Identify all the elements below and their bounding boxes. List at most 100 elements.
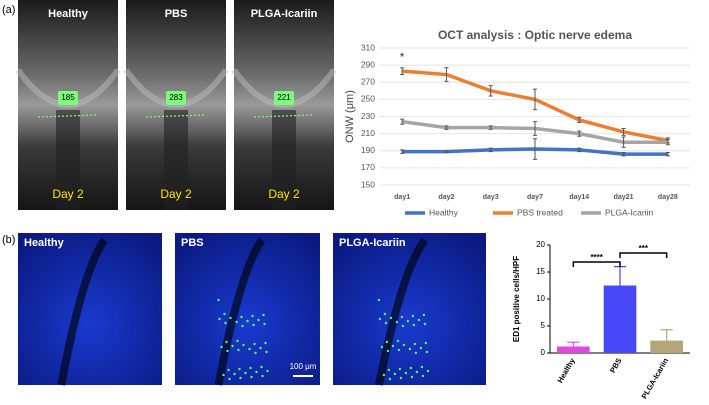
error-bar <box>665 139 670 146</box>
x-tick-label: Healthy <box>555 356 577 385</box>
fluorescence-image <box>175 233 320 385</box>
stain-dot <box>420 365 424 369</box>
stain-dot <box>259 346 262 350</box>
significance-bracket <box>619 252 668 258</box>
x-tick-label: day21 <box>614 194 634 201</box>
error-bar <box>577 130 582 137</box>
stain-dot <box>224 321 227 325</box>
stain-dot <box>399 376 403 380</box>
image-label: PLGA-Icariin <box>339 237 406 249</box>
y-tick-label: 270 <box>361 77 375 87</box>
y-tick-label: 15 <box>536 267 545 276</box>
stain-dot <box>266 369 269 373</box>
image-label: Healthy <box>24 237 65 249</box>
stain-dot <box>423 322 427 326</box>
day-label: Day 2 <box>268 187 300 201</box>
measure-badge <box>166 91 186 105</box>
nerve-head <box>56 110 80 210</box>
error-bar <box>533 121 537 136</box>
annotation: * <box>400 50 405 64</box>
significance-bracket <box>572 261 621 267</box>
y-axis-label: ED1 positive cells/HPF <box>512 256 521 342</box>
stain-dot <box>265 350 268 354</box>
fluorescence-image <box>333 233 486 385</box>
error-bar <box>621 136 626 148</box>
bar <box>603 285 637 353</box>
error-bar <box>400 118 405 125</box>
stain-dot <box>411 314 415 318</box>
panel-label: (a) <box>2 4 15 16</box>
stain-dot <box>250 375 253 379</box>
image-label: PLGA-Icariin <box>251 8 318 20</box>
error-bar <box>444 67 449 82</box>
chart-title: OCT analysis : Optic nerve edema <box>438 28 632 42</box>
stain-dot <box>236 339 239 343</box>
bar <box>557 346 590 353</box>
x-tick-label: PLGA-Icariin <box>640 356 671 400</box>
stain-dot <box>384 321 388 325</box>
stain-dot <box>239 376 242 380</box>
error-bar <box>577 147 582 153</box>
nerve-head <box>272 110 296 210</box>
x-tick-label: day28 <box>658 194 678 201</box>
y-tick-label: 250 <box>361 94 375 104</box>
measure-badge <box>274 91 294 105</box>
stain-dot <box>223 312 226 316</box>
stain-dot <box>226 349 229 353</box>
stain-dot <box>228 377 231 381</box>
legend-label: PLGA-Icariin <box>605 207 653 217</box>
stain-dot <box>238 367 241 371</box>
stain-dot <box>426 369 430 373</box>
stain-dot <box>388 377 392 381</box>
stain-dot <box>252 323 255 327</box>
stain-dot <box>398 367 402 371</box>
error-bar <box>444 150 449 153</box>
image-label: PBS <box>165 8 188 20</box>
error-bar <box>660 329 673 341</box>
stain-dot <box>383 312 387 316</box>
image-label: Healthy <box>48 8 89 20</box>
stain-dot <box>222 373 225 377</box>
stain-dot <box>246 319 249 323</box>
error-bar <box>577 116 582 123</box>
stain-dot <box>400 315 404 319</box>
stain-dot <box>415 370 419 374</box>
error-bar <box>567 341 580 347</box>
stain-dot <box>397 348 401 352</box>
y-tick-label: 210 <box>361 128 375 138</box>
stain-dot <box>378 317 382 321</box>
day-label: Day 2 <box>160 187 192 201</box>
stain-dot <box>244 371 247 375</box>
stain-dot <box>257 318 260 322</box>
stain-dot <box>237 348 240 352</box>
stain-dot <box>386 349 390 353</box>
y-tick-label: 0 <box>541 348 546 357</box>
y-tick-label: 150 <box>361 179 375 189</box>
stain-dot <box>264 341 267 345</box>
stain-dot <box>396 339 400 343</box>
stain-dot <box>387 368 391 372</box>
measure-line <box>253 114 313 118</box>
measure-value: 185 <box>61 93 75 102</box>
tissue-edge <box>214 237 266 386</box>
stain-dot <box>235 320 238 324</box>
stain-dot <box>422 313 426 317</box>
stain-dot <box>404 371 408 375</box>
stain-dot <box>218 317 221 321</box>
stain-dot <box>417 318 421 322</box>
stain-dot <box>412 323 416 327</box>
stain-dot <box>410 375 414 379</box>
x-tick-label: day3 <box>483 194 499 201</box>
error-bar <box>400 67 405 76</box>
bar <box>650 340 683 353</box>
x-tick-label: day7 <box>527 194 543 201</box>
stain-dot <box>382 373 386 377</box>
stain-dot <box>242 343 245 347</box>
stain-dot <box>220 345 223 349</box>
x-tick-label: day1 <box>394 194 410 201</box>
stain-dot <box>408 347 412 351</box>
legend-label: Healthy <box>429 207 459 217</box>
stain-dot <box>231 344 234 348</box>
y-tick-label: 290 <box>361 59 375 69</box>
